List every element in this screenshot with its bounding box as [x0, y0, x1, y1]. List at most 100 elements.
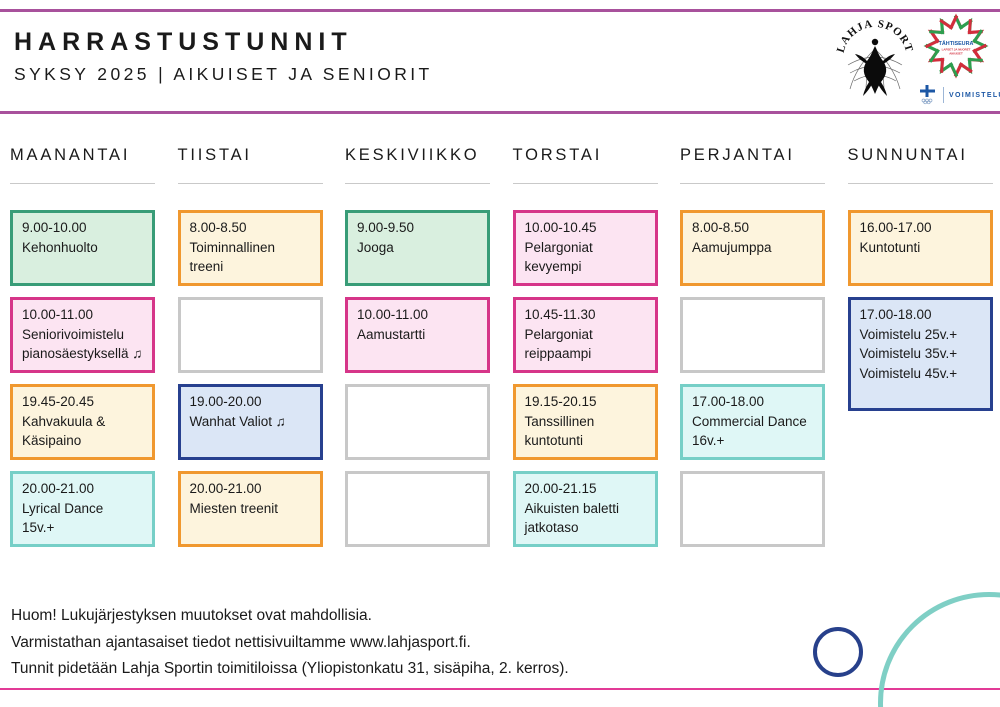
schedule: MAANANTAI 9.00-10.00 Kehonhuolto 10.00-11.0…: [10, 146, 993, 547]
day-underline: [680, 183, 825, 184]
class-card: 19.15-20.15 Tanssillinen kuntotunti: [512, 384, 658, 460]
day-column: TORSTAI 10.00-10.45 Pelargoniat kevyempi 10.…: [512, 146, 658, 547]
class-name-line: Kehonhuolto: [22, 239, 98, 255]
class-card: 10.00-11.00 Seniorivoimistelu pianosäestyk…: [10, 297, 155, 373]
class-card: 9.00-9.50 Jooga: [345, 210, 490, 286]
class-name-line: Lyrical Dance: [22, 500, 104, 516]
class-time: 16.00-17.00: [859, 220, 932, 235]
class-time: 17.00-18.00: [859, 307, 932, 322]
class-name-line: reippaampi: [524, 346, 592, 361]
day-underline: [345, 183, 490, 184]
empty-slot: [177, 297, 323, 373]
day-header: KESKIVIIKKO: [345, 146, 480, 164]
voimistelu-logo: VOIMISTELU: [918, 85, 1000, 105]
day-underline: [512, 183, 658, 184]
class-card: 20.00-21.00 Miesten treenit: [177, 471, 323, 547]
class-time: 19.00-20.00: [189, 394, 262, 409]
class-time: 10.00-11.00: [357, 307, 429, 322]
class-name-line: Jooga: [357, 239, 394, 255]
decor-circle-small: [813, 627, 863, 677]
page-title: HARRASTUSTUNNIT: [14, 28, 353, 56]
class-name-line: Aamustartti: [357, 326, 426, 342]
class-name-line: Aamujumppa: [692, 239, 772, 255]
class-time: 10.00-11.00: [22, 307, 94, 322]
finnish-cross-icon: [920, 85, 935, 105]
day-column: TIISTAI 8.00-8.50 Toiminnallinen treeni 19.0…: [177, 146, 323, 547]
class-card: 10.00-11.00 Aamustartti: [345, 297, 490, 373]
class-name-line: Seniorivoimistelu: [22, 326, 125, 342]
class-name-line: Toiminnallinen: [189, 239, 276, 255]
class-time: 9.00-10.00: [22, 220, 87, 235]
class-time: 10.00-10.45: [524, 220, 597, 235]
class-card: 10.45-11.30 Pelargoniat reippaampi: [512, 297, 658, 373]
decor-circle-large: [878, 592, 1000, 707]
class-name-line: Wanhat Valiot ♫: [189, 413, 286, 429]
day-column: PERJANTAI 8.00-8.50 Aamujumppa 17.00-18.00 C…: [680, 146, 825, 547]
class-time: 20.00-21.15: [524, 481, 597, 496]
class-card: 17.00-18.00 Voimistelu 25v.+ Voimistelu 35…: [847, 297, 993, 411]
day-column: MAANANTAI 9.00-10.00 Kehonhuolto 10.00-11.0…: [10, 146, 155, 547]
class-name-line: Pelargoniat: [524, 326, 593, 342]
class-time: 19.15-20.15: [524, 394, 597, 409]
olympic-rings-icon: [921, 98, 933, 105]
class-card: 8.00-8.50 Toiminnallinen treeni: [177, 210, 323, 286]
class-time: 9.00-9.50: [357, 220, 415, 235]
empty-slot: [680, 471, 825, 547]
class-name-line: jatkotaso: [524, 520, 579, 535]
footer-note: Tunnit pidetään Lahja Sportin toimitiloi…: [11, 660, 569, 677]
day-column: KESKIVIIKKO 9.00-9.50 Jooga 10.00-11.00 Aamu…: [345, 146, 490, 547]
class-card: 19.00-20.00 Wanhat Valiot ♫: [177, 384, 323, 460]
class-name-line: Miesten treenit: [189, 500, 279, 516]
footer-note: Varmistathan ajantasaiset tiedot nettisi…: [11, 633, 471, 651]
class-time: 8.00-8.50: [692, 220, 750, 235]
class-time: 10.45-11.30: [524, 307, 596, 322]
day-underline: [10, 183, 155, 184]
class-name-line: pianosäestyksellä ♫: [22, 346, 143, 361]
class-name-line: Commercial Dance: [692, 413, 807, 429]
class-name-line: Voimistelu 35v.+: [859, 346, 958, 361]
day-header: TIISTAI: [177, 146, 252, 164]
class-name-line: Kuntotunti: [859, 239, 921, 255]
day-header: PERJANTAI: [680, 146, 795, 164]
class-card: 10.00-10.45 Pelargoniat kevyempi: [512, 210, 658, 286]
footer-notes: Huom! Lukujärjestyksen muutokset ovat ma…: [11, 603, 569, 683]
class-time: 17.00-18.00: [692, 394, 765, 409]
class-card: 8.00-8.50 Aamujumppa: [680, 210, 825, 286]
star-icon: [923, 13, 989, 79]
empty-slot: [345, 384, 490, 460]
logo-divider: [943, 87, 944, 103]
tahtiseura-logo: TÄHTISEURA LAPSET JA NUORET AIKUISET: [923, 13, 989, 79]
voimistelu-label: VOIMISTELU: [949, 91, 1000, 99]
class-name-line: Pelargoniat: [524, 239, 593, 255]
header-rule: [0, 111, 1000, 114]
class-time: 8.00-8.50: [189, 220, 247, 235]
page-subtitle: SYKSY 2025 | AIKUISET JA SENIORIT: [14, 64, 433, 84]
day-underline: [847, 183, 993, 184]
class-time: 20.00-21.00: [22, 481, 95, 496]
class-name-line: Kahvakuula &: [22, 413, 106, 429]
class-name-line: kuntotunti: [524, 433, 584, 448]
day-header: SUNNUNTAI: [847, 146, 968, 164]
class-name-line: Tanssillinen: [524, 413, 595, 429]
empty-slot: [345, 471, 490, 547]
class-card: 19.45-20.45 Kahvakuula & Käsipaino: [10, 384, 155, 460]
class-card: 20.00-21.00 Lyrical Dance 15v.+: [10, 471, 155, 547]
day-header: TORSTAI: [512, 146, 603, 164]
class-card: 9.00-10.00 Kehonhuolto: [10, 210, 155, 286]
top-rule: [0, 9, 1000, 12]
class-card: 17.00-18.00 Commercial Dance 16v.+: [680, 384, 825, 460]
class-name-line: Voimistelu 45v.+: [859, 365, 958, 381]
footer-note: Huom! Lukujärjestyksen muutokset ovat ma…: [11, 607, 372, 624]
day-underline: [177, 183, 323, 184]
class-card: 20.00-21.15 Aikuisten baletti jatkotaso: [512, 471, 658, 547]
tahtiseura-sub1: LAPSET JA NUORET: [942, 48, 971, 52]
class-time: 20.00-21.00: [189, 481, 262, 496]
class-name-line: Aikuisten baletti: [524, 500, 620, 516]
class-card: 16.00-17.00 Kuntotunti: [847, 210, 993, 286]
lahja-sport-logo: LAHJA SPORT: [836, 18, 914, 96]
class-name-line: Käsipaino: [22, 433, 82, 448]
class-name-line: 15v.+: [22, 520, 55, 535]
day-header: MAANANTAI: [10, 146, 131, 164]
empty-slot: [680, 297, 825, 373]
